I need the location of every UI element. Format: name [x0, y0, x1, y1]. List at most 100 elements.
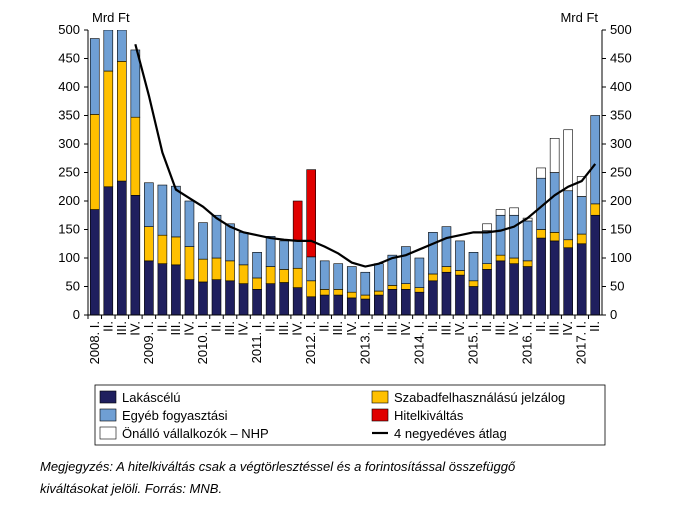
- note: Megjegyzés: A hitelkiváltás csak a végtö…: [40, 459, 516, 474]
- bar: [292, 200, 303, 242]
- y-unit: Mrd Ft: [92, 10, 130, 25]
- y2-tick-label: 100: [610, 250, 632, 265]
- legend-label: Egyéb fogyasztási: [122, 408, 228, 423]
- x-tick-label: 2013. I.: [357, 321, 372, 364]
- x-tick-label: 2009. I.: [141, 321, 156, 364]
- x-tick-label: II.: [425, 321, 440, 332]
- legend-label: Önálló vállalkozók – NHP: [122, 426, 269, 441]
- bar: [509, 257, 519, 264]
- y2-tick-label: 150: [610, 222, 632, 237]
- bar: [401, 283, 411, 290]
- bar: [333, 289, 344, 296]
- x-tick-label: II.: [100, 321, 115, 332]
- bar: [279, 269, 289, 283]
- bar: [279, 282, 289, 315]
- bar: [211, 257, 222, 280]
- bar: [360, 298, 371, 315]
- plot: [89, 30, 601, 315]
- bar: [468, 280, 479, 287]
- y-tick-label: 250: [58, 165, 80, 180]
- bar: [549, 172, 560, 233]
- y-tick-label: 350: [58, 108, 80, 123]
- note: kiváltásokat jelöli. Forrás: MNB.: [40, 481, 222, 496]
- bar: [374, 294, 384, 315]
- bar: [536, 237, 546, 315]
- bar: [549, 232, 560, 242]
- bar: [549, 240, 560, 315]
- bar: [144, 226, 154, 262]
- y2-tick-label: 300: [610, 136, 632, 151]
- bar: [103, 186, 114, 315]
- bar: [387, 289, 398, 315]
- bar: [401, 246, 411, 284]
- bar: [482, 223, 492, 231]
- bar: [482, 269, 492, 315]
- x-tick-label: 2016. I.: [520, 321, 535, 364]
- y2-tick-label: 250: [610, 165, 632, 180]
- bar: [374, 263, 384, 292]
- bar: [563, 247, 573, 315]
- x-tick-label: 2015. I.: [466, 321, 481, 364]
- y2-tick-label: 500: [610, 22, 632, 37]
- bar: [89, 38, 100, 115]
- x-tick-label: 2011. I.: [249, 321, 264, 363]
- bar: [103, 30, 114, 72]
- x-tick-label: 2008. I.: [87, 321, 102, 364]
- bar: [441, 271, 452, 315]
- y2-tick-label: 400: [610, 79, 632, 94]
- bar: [144, 260, 154, 315]
- x-tick-label: II.: [533, 321, 548, 332]
- x-tick-label: III.: [438, 321, 453, 335]
- bar: [428, 232, 438, 275]
- bar: [522, 220, 533, 262]
- bar: [455, 270, 465, 276]
- legend-swatch: [99, 426, 117, 440]
- x-tick-label: IV.: [344, 321, 359, 336]
- legend-swatch: [99, 408, 117, 422]
- bar: [414, 291, 425, 315]
- bar: [509, 207, 519, 216]
- bar: [225, 223, 235, 262]
- bar: [509, 214, 519, 259]
- bar: [536, 229, 546, 239]
- x-tick-label: III.: [330, 321, 345, 335]
- bar: [549, 138, 560, 173]
- bar: [576, 176, 587, 197]
- bar: [265, 283, 276, 315]
- bar: [346, 297, 357, 315]
- bar: [117, 30, 127, 62]
- x-tick-label: III.: [114, 321, 129, 335]
- y-tick-label: 0: [73, 307, 80, 322]
- y-tick-label: 50: [66, 279, 80, 294]
- y-tick-label: 150: [58, 222, 80, 237]
- x-tick-label: II.: [317, 321, 332, 332]
- bar: [292, 267, 303, 288]
- bar: [157, 234, 168, 264]
- x-tick-label: II.: [263, 321, 278, 332]
- bar: [306, 256, 316, 282]
- bar: [333, 263, 344, 290]
- bar: [89, 209, 100, 315]
- y-tick-label: 450: [58, 51, 80, 66]
- bar: [238, 283, 249, 315]
- bar: [171, 236, 181, 266]
- bar: [292, 287, 303, 315]
- y2-tick-label: 350: [610, 108, 632, 123]
- legend-label: Szabadfelhasználású jelzálog: [394, 390, 565, 405]
- bar: [319, 294, 330, 315]
- bar: [576, 196, 587, 235]
- bar: [441, 226, 452, 267]
- bar: [563, 239, 573, 249]
- y-tick-label: 100: [58, 250, 80, 265]
- x-tick-label: II.: [371, 321, 386, 332]
- bar: [171, 185, 181, 238]
- x-tick-label: IV.: [181, 321, 196, 336]
- bar: [198, 222, 208, 260]
- y-tick-label: 400: [58, 79, 80, 94]
- bar: [346, 291, 357, 299]
- x-tick-label: IV.: [398, 321, 413, 336]
- legend-swatch: [371, 390, 389, 404]
- bar: [279, 240, 289, 270]
- y2-tick-label: 200: [610, 193, 632, 208]
- x-tick-label: II.: [479, 321, 494, 332]
